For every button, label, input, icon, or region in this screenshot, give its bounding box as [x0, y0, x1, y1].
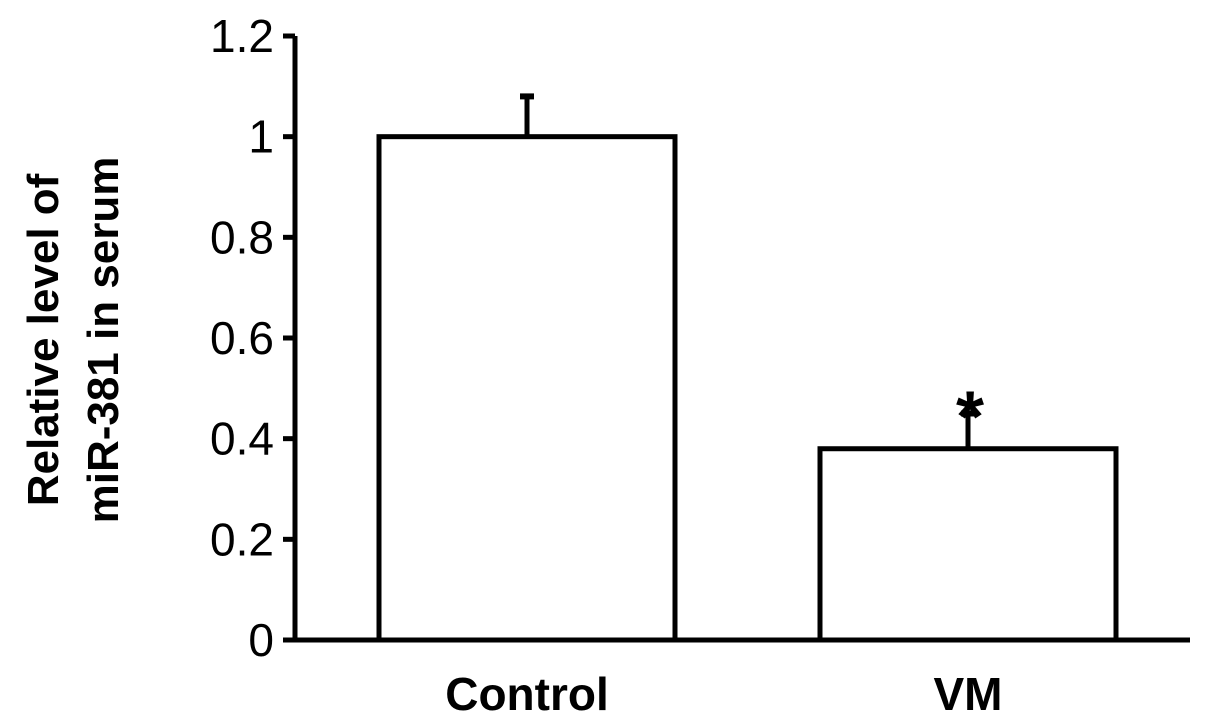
y-tick-label: 0.6	[210, 312, 274, 364]
y-tick-label: 1.2	[210, 10, 274, 62]
y-tick-label: 1	[248, 111, 274, 163]
bar-vm	[817, 446, 1119, 643]
y-tick-label: 0.8	[210, 211, 274, 263]
y-axis-ticks: 0 0.2 0.4 0.6 0.8 1 1.2	[210, 10, 295, 666]
bars	[376, 134, 1119, 643]
bar-control	[376, 134, 678, 643]
y-tick-label: 0.2	[210, 513, 274, 565]
y-tick-label: 0	[248, 614, 274, 666]
y-axis-title-line-1: Relative level of	[19, 173, 68, 506]
x-category-label: VM	[934, 668, 1003, 720]
y-axis-title-line-2: miR-381 in serum	[79, 157, 128, 524]
error-bars	[520, 93, 975, 449]
annotations: *	[956, 378, 984, 458]
x-category-label: Control	[445, 668, 609, 720]
significance-asterisk: *	[956, 378, 984, 458]
y-axis-title: Relative level of miR-381 in serum	[19, 157, 128, 524]
x-axis-labels: Control VM	[445, 668, 1002, 720]
y-tick-label: 0.4	[210, 413, 274, 465]
